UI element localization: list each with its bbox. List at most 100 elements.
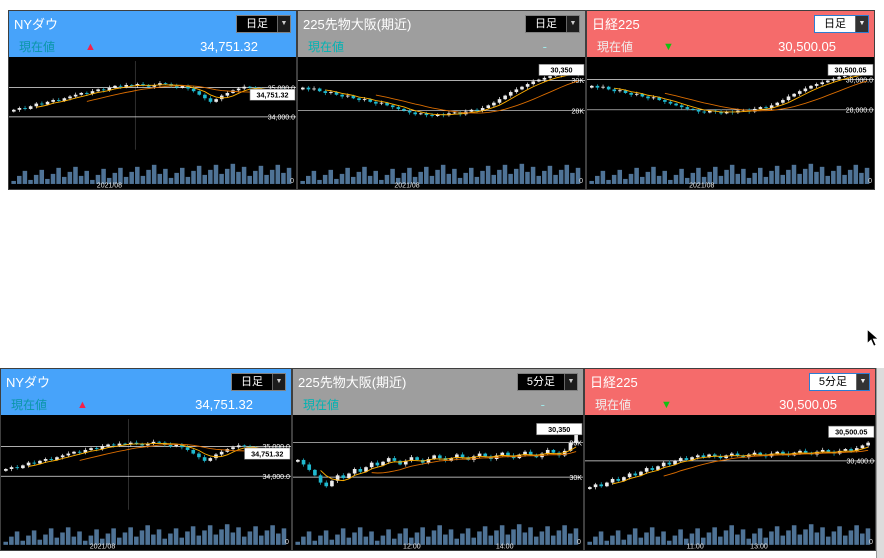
panel-header: NYダウ 日足 ▼: [1, 369, 291, 394]
timeframe-select[interactable]: 日足 ▼: [525, 14, 580, 33]
candlestick-chart[interactable]: 30K 28K 30,350 2021/08 0: [298, 57, 585, 189]
chevron-down-icon: ▼: [272, 373, 285, 390]
svg-text:2021/08: 2021/08: [90, 542, 116, 550]
current-value-label: 現在値: [595, 398, 632, 412]
timeframe-value: 5分足: [809, 373, 856, 390]
chevron-down-icon: ▼: [856, 373, 869, 390]
candlestick-chart[interactable]: 30,000.0 28,000.0 30,500.05 2021/08 0: [587, 57, 874, 189]
chart-canvas: 30K 28K 30,350 2021/08 0: [298, 64, 585, 189]
chart-panel: NYダウ 日足 ▼ 現在値 ▲ 34,751.32 35,000.0 34,000…: [0, 368, 292, 551]
svg-text:34,751.32: 34,751.32: [251, 449, 283, 458]
svg-text:12:00: 12:00: [403, 542, 421, 550]
svg-text:0: 0: [577, 538, 581, 546]
scrollbar[interactable]: [876, 368, 884, 558]
current-value-label: 現在値: [303, 398, 340, 412]
svg-text:0: 0: [868, 178, 872, 185]
svg-text:0: 0: [579, 178, 583, 185]
current-value-label: 現在値: [597, 40, 634, 54]
timeframe-select[interactable]: 5分足 ▼: [516, 372, 578, 391]
svg-text:34,000.0: 34,000.0: [263, 473, 290, 481]
current-price-row: 現在値 ▲ 34,751.32: [9, 36, 296, 57]
timeframe-select[interactable]: 日足 ▼: [814, 14, 869, 33]
candlestick-chart[interactable]: 35,000.0 34,000.0 34,751.32 2021/08 0: [1, 415, 291, 550]
instrument-title: NYダウ: [14, 17, 59, 32]
svg-text:0: 0: [869, 538, 873, 546]
instrument-title: 225先物大阪(期近): [298, 375, 407, 390]
chart-canvas: 30,000.0 28,000.0 30,500.05 2021/08 0: [587, 64, 874, 189]
current-value-label: 現在値: [308, 40, 345, 54]
svg-text:34,000.0: 34,000.0: [268, 114, 295, 121]
current-price: -: [542, 39, 547, 54]
current-price: 30,500.05: [779, 397, 837, 412]
chart-panel: NYダウ 日足 ▼ 現在値 ▲ 34,751.32 35,000.0 34,000…: [8, 10, 297, 190]
price-direction-icon: ▲: [77, 398, 88, 411]
svg-text:30K: 30K: [569, 474, 582, 482]
chevron-down-icon: ▼: [564, 373, 577, 390]
svg-text:35,000.0: 35,000.0: [263, 443, 290, 451]
svg-text:30,500.05: 30,500.05: [835, 428, 867, 437]
candlestick-chart[interactable]: 35,000.0 34,000.0 34,751.32 2021/08 0: [9, 57, 296, 189]
current-price-row: 現在値 -: [298, 36, 585, 57]
chart-panel: 日経225 5分足 ▼ 現在値 ▼ 30,500.05 30,400.0 30,5…: [584, 368, 876, 551]
svg-text:2021/08: 2021/08: [97, 182, 122, 189]
chart-canvas: 35,000.0 34,000.0 34,751.32 2021/08 0: [9, 61, 296, 189]
timeframe-value: 日足: [535, 17, 557, 30]
mouse-cursor: [866, 328, 880, 347]
svg-text:30K: 30K: [572, 78, 585, 85]
svg-text:13:00: 13:00: [750, 542, 768, 550]
panel-row-top: NYダウ 日足 ▼ 現在値 ▲ 34,751.32 35,000.0 34,000…: [8, 10, 875, 190]
panel-header: 日経225 5分足 ▼: [585, 369, 875, 394]
instrument-title: 日経225: [592, 17, 640, 32]
timeframe-value: 5分足: [526, 375, 555, 388]
timeframe-select[interactable]: 日足 ▼: [231, 372, 286, 391]
current-price: 30,500.05: [778, 39, 836, 54]
current-price: -: [540, 397, 545, 412]
chart-panel: 225先物大阪(期近) 日足 ▼ 現在値 - 30K 28K 30,350 2021/…: [297, 10, 586, 190]
price-direction-icon: ▼: [663, 40, 674, 53]
instrument-title: 225先物大阪(期近): [303, 17, 412, 32]
svg-text:30,500.05: 30,500.05: [834, 66, 866, 75]
timeframe-select[interactable]: 日足 ▼: [236, 14, 291, 33]
candlestick-chart[interactable]: 30K 30K 30,350 12:00 14:00 0: [293, 415, 583, 550]
chart-canvas: 35,000.0 34,000.0 34,751.32 2021/08 0: [1, 419, 291, 550]
svg-text:28,000.0: 28,000.0: [846, 107, 873, 114]
panel-header: 225先物大阪(期近) 5分足 ▼: [293, 369, 583, 394]
current-price-row: 現在値 -: [293, 394, 583, 415]
chevron-down-icon: ▼: [855, 15, 868, 32]
current-value-label: 現在値: [11, 398, 48, 412]
current-price-row: 現在値 ▲ 34,751.32: [1, 394, 291, 415]
timeframe-select[interactable]: 5分足 ▼: [808, 372, 870, 391]
svg-text:0: 0: [285, 538, 289, 546]
panel-row-bottom: NYダウ 日足 ▼ 現在値 ▲ 34,751.32 35,000.0 34,000…: [0, 368, 876, 551]
svg-text:30,350: 30,350: [548, 425, 570, 434]
instrument-title: NYダウ: [6, 375, 51, 390]
chart-panel: 225先物大阪(期近) 5分足 ▼ 現在値 - 30K 30K 30,350 12:0…: [292, 368, 584, 551]
instrument-title: 日経225: [590, 375, 638, 390]
current-price-row: 現在値 ▼ 30,500.05: [587, 36, 874, 57]
svg-text:2021/08: 2021/08: [394, 182, 419, 189]
chart-canvas: 30,400.0 30,500.05 11:00 13:00 0: [585, 425, 875, 550]
svg-text:35,000.0: 35,000.0: [268, 85, 295, 92]
current-price-row: 現在値 ▼ 30,500.05: [585, 394, 875, 415]
svg-text:30,350: 30,350: [550, 66, 572, 75]
svg-text:34,751.32: 34,751.32: [256, 91, 288, 100]
svg-text:11:00: 11:00: [687, 542, 704, 550]
svg-text:0: 0: [290, 178, 294, 185]
svg-text:30,000.0: 30,000.0: [846, 77, 873, 84]
candlestick-chart[interactable]: 30,400.0 30,500.05 11:00 13:00 0: [585, 415, 875, 550]
current-price: 34,751.32: [200, 39, 258, 54]
chart-panel: 日経225 日足 ▼ 現在値 ▼ 30,500.05 30,000.0 28,00…: [586, 10, 875, 190]
timeframe-value: 日足: [241, 375, 263, 388]
svg-text:14:00: 14:00: [496, 542, 514, 550]
current-price: 34,751.32: [195, 397, 253, 412]
panel-header: NYダウ 日足 ▼: [9, 11, 296, 36]
svg-text:2021/08: 2021/08: [689, 182, 714, 189]
chevron-down-icon: ▼: [566, 15, 579, 32]
panel-header: 日経225 日足 ▼: [587, 11, 874, 36]
svg-text:28K: 28K: [572, 108, 585, 115]
current-value-label: 現在値: [19, 40, 56, 54]
chevron-down-icon: ▼: [277, 15, 290, 32]
timeframe-value: 日足: [815, 15, 855, 32]
panel-header: 225先物大阪(期近) 日足 ▼: [298, 11, 585, 36]
